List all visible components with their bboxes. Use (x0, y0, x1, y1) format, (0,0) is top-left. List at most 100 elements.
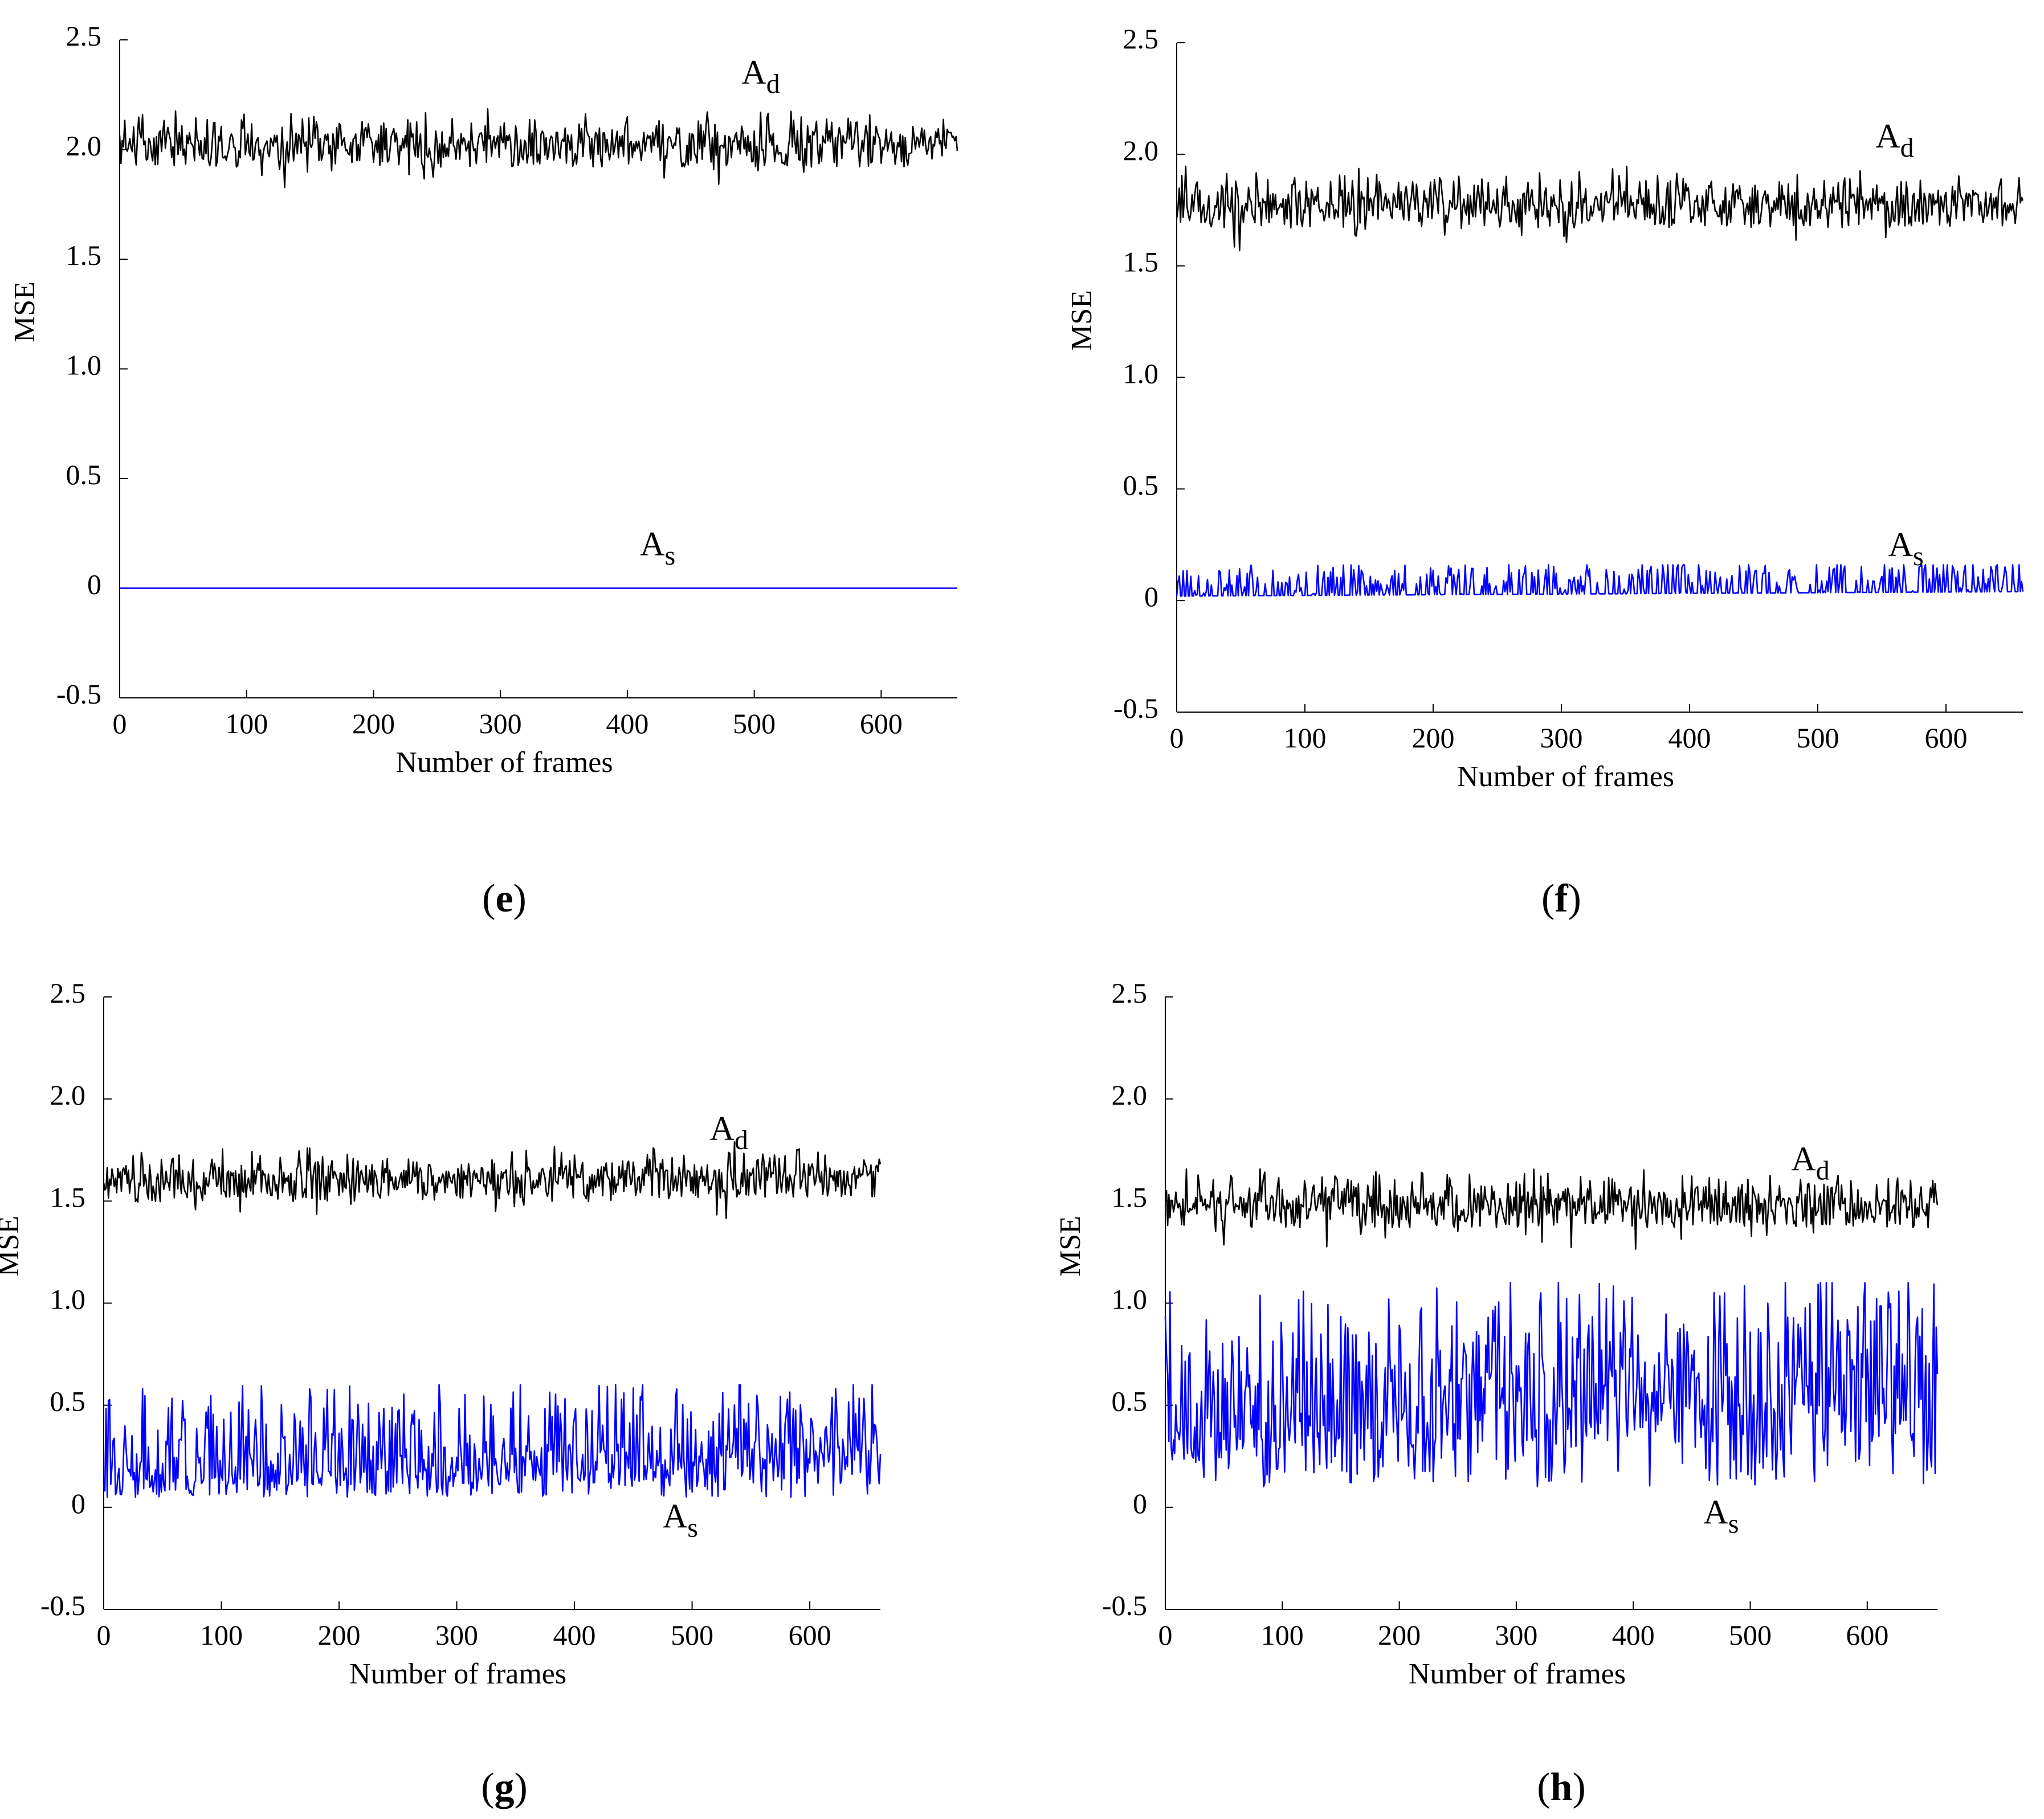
series-label-Ad: Ad (1791, 1141, 1829, 1186)
series-line-As (1164, 1282, 1939, 1487)
series-label-subscript: s (1913, 541, 1924, 571)
y-tick-label: 2.5 (50, 977, 86, 1009)
y-tick-label: 0 (1144, 581, 1158, 612)
panel-letter: f (1555, 877, 1568, 921)
y-tick-label: 0.5 (1123, 469, 1159, 501)
series-line-Ad (103, 1141, 882, 1219)
x-tick-label: 600 (1925, 722, 1968, 754)
y-tick-label: 2.5 (1112, 977, 1148, 1009)
x-tick-label: 300 (479, 708, 522, 739)
x-tick-label: 0 (97, 1619, 111, 1651)
panel-g: 0 100 200 300 400 500 600 -0.5 0 0.5 1.0 1.5 2.0 2.5 N… (0, 977, 882, 1690)
x-tick-label: 600 (1846, 1619, 1888, 1651)
y-tick-label: 0.5 (66, 459, 102, 490)
series-label-Ad: Ad (710, 1110, 748, 1155)
x-tick-label: 0 (1158, 1619, 1173, 1651)
x-tick-label: 500 (733, 708, 776, 739)
series-label-subscript: s (687, 1513, 698, 1543)
y-tick-label: 2.5 (66, 20, 102, 52)
x-tick-label: 500 (671, 1619, 713, 1651)
series-line-Ad (1176, 165, 2024, 252)
panel-letter: g (495, 1765, 515, 1809)
series-label-Ad: Ad (741, 54, 780, 99)
y-tick-label: 1.0 (50, 1283, 86, 1315)
x-tick-label: 200 (1412, 722, 1455, 754)
y-tick-label: 1.5 (1112, 1181, 1148, 1213)
y-axis-title: MSE (1054, 1216, 1087, 1277)
y-tick-label: 1.5 (50, 1181, 86, 1213)
x-tick-label: 400 (553, 1619, 596, 1651)
y-tick-label: 0 (87, 569, 101, 600)
x-tick-label: 300 (435, 1619, 478, 1651)
y-tick-label: 0 (1133, 1487, 1147, 1519)
series-label-Ad: Ad (1875, 117, 1914, 163)
panel-f: 0 100 200 300 400 500 600 -0.5 0 0.5 1.0 1.5 2.0 2.5 N… (1066, 23, 2024, 793)
series-label-subscript: s (665, 541, 676, 571)
y-tick-label: 0.5 (50, 1385, 86, 1417)
x-tick-label: 200 (1378, 1619, 1421, 1651)
panel-label: (g) (481, 1765, 528, 1809)
series-line-Ad (119, 108, 958, 189)
series-label-subscript: d (1816, 1156, 1830, 1186)
x-tick-label: 100 (1284, 722, 1327, 754)
y-tick-label: 1.0 (66, 349, 102, 381)
x-tick-label: 300 (1495, 1619, 1537, 1651)
panel-letter: e (495, 877, 513, 921)
y-tick-label: -0.5 (40, 1589, 85, 1621)
x-axis-title: Number of frames (395, 746, 613, 779)
x-tick-label: 200 (352, 708, 395, 739)
x-axis-title: Number of frames (1409, 1658, 1626, 1690)
y-tick-label: 0.5 (1112, 1385, 1148, 1417)
x-tick-label: 600 (860, 708, 903, 739)
x-tick-label: 0 (1170, 722, 1184, 754)
panel-h: 0 100 200 300 400 500 600 -0.5 0 0.5 1.0 1.5 2.0 2.5 N… (1054, 977, 1939, 1690)
y-tick-label: 2.5 (1123, 23, 1159, 55)
panel-label: (f) (1541, 877, 1581, 921)
x-axis-title: Number of frames (1457, 761, 1674, 793)
y-tick-label: 1.5 (1123, 246, 1159, 278)
x-tick-label: 400 (1668, 722, 1711, 754)
x-tick-label: 600 (789, 1619, 831, 1651)
y-tick-label: 2.0 (50, 1079, 86, 1111)
y-tick-label: 1.5 (66, 239, 102, 271)
panel-label: (h) (1537, 1765, 1586, 1809)
series-line-As (1176, 564, 2024, 597)
x-axis-title: Number of frames (349, 1658, 566, 1690)
y-tick-label: 2.0 (1112, 1079, 1148, 1111)
y-tick-label: -0.5 (1102, 1589, 1147, 1621)
y-tick-label: -0.5 (56, 678, 101, 710)
x-tick-label: 200 (318, 1619, 361, 1651)
panel-label: (e) (482, 877, 527, 921)
y-tick-label: 2.0 (1123, 134, 1159, 166)
y-axis-title: MSE (0, 1216, 25, 1277)
y-tick-label: 1.0 (1123, 358, 1159, 390)
y-tick-label: 0 (71, 1487, 85, 1519)
series-line-As (103, 1384, 882, 1498)
series-label-As: As (1888, 526, 1924, 571)
y-tick-label: 1.0 (1112, 1283, 1148, 1315)
x-tick-label: 100 (1261, 1619, 1304, 1651)
series-label-subscript: d (1900, 133, 1914, 163)
x-tick-label: 500 (1729, 1619, 1772, 1651)
series-label-subscript: d (735, 1125, 748, 1155)
series-label-As: As (1703, 1494, 1739, 1539)
y-tick-label: 2.0 (66, 130, 102, 162)
x-tick-label: 400 (1612, 1619, 1655, 1651)
x-tick-label: 500 (1797, 722, 1839, 754)
x-tick-label: 300 (1540, 722, 1583, 754)
series-label-As: As (663, 1498, 698, 1543)
series-label-subscript: s (1728, 1509, 1739, 1539)
x-tick-label: 400 (606, 708, 648, 739)
y-axis-title: MSE (9, 281, 41, 342)
series-line-Ad (1164, 1168, 1939, 1250)
panel-e: 0 100 200 300 400 500 600 -0.5 0 0.5 1.0 1.5 2.0 2.5 N… (9, 20, 958, 779)
x-tick-label: 0 (113, 708, 127, 739)
y-axis-title: MSE (1066, 290, 1098, 351)
x-tick-label: 100 (225, 708, 268, 739)
panel-letter: h (1551, 1765, 1573, 1809)
series-label-subscript: d (766, 69, 780, 99)
y-tick-label: -0.5 (1113, 692, 1158, 724)
series-label-As: As (640, 525, 675, 571)
x-tick-label: 100 (200, 1619, 243, 1651)
